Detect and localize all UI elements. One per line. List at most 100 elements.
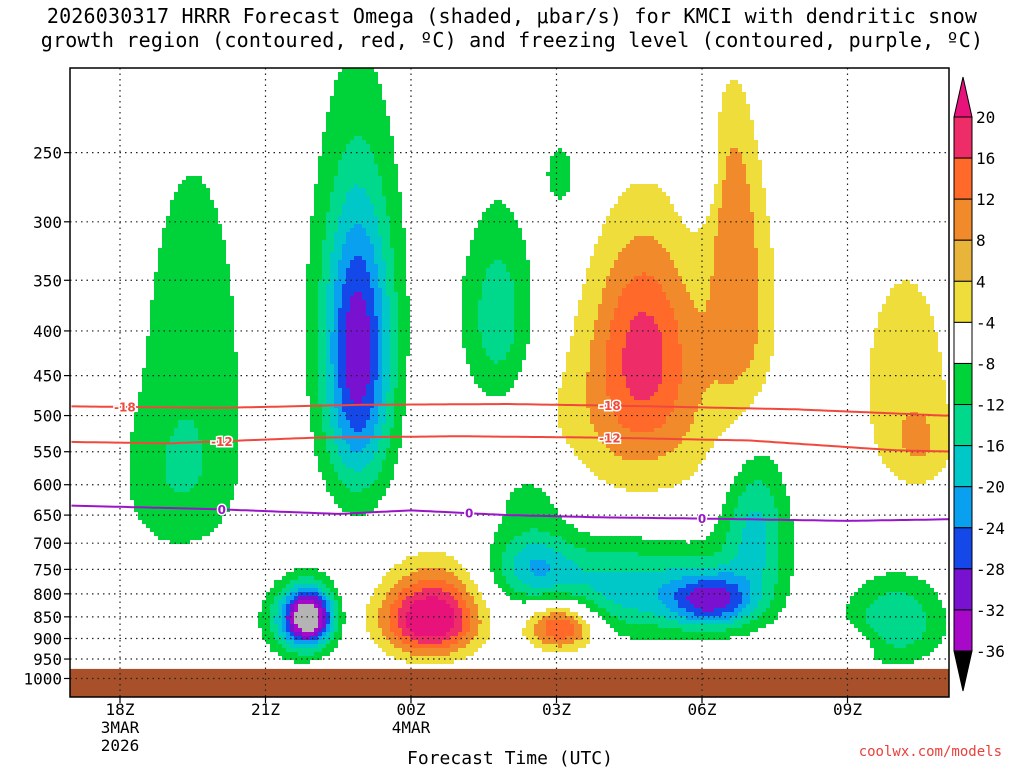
omega-cell	[222, 304, 226, 308]
omega-cell	[154, 384, 158, 388]
omega-cell	[378, 112, 382, 116]
omega-cell	[194, 460, 198, 464]
omega-cell	[322, 312, 326, 316]
omega-cell	[382, 432, 386, 436]
omega-cell	[186, 184, 190, 188]
omega-cell	[310, 308, 314, 312]
omega-cell	[386, 160, 390, 164]
omega-cell	[418, 656, 422, 660]
omega-cell	[338, 284, 342, 288]
omega-cell	[174, 336, 178, 340]
omega-cell	[298, 660, 302, 664]
omega-cell	[198, 264, 202, 268]
omega-cell	[190, 348, 194, 352]
omega-cell	[370, 364, 374, 368]
omega-cell	[194, 392, 198, 396]
omega-cell	[434, 644, 438, 648]
omega-cell	[378, 256, 382, 260]
omega-cell	[202, 208, 206, 212]
omega-cell	[394, 452, 398, 456]
omega-cell	[326, 392, 330, 396]
omega-cell	[170, 400, 174, 404]
omega-cell	[202, 380, 206, 384]
omega-cell	[166, 240, 170, 244]
omega-cell	[350, 424, 354, 428]
omega-cell	[370, 308, 374, 312]
omega-cell	[178, 340, 182, 344]
omega-cell	[194, 204, 198, 208]
omega-cell	[186, 372, 190, 376]
omega-cell	[218, 232, 222, 236]
omega-cell	[386, 420, 390, 424]
omega-cell	[334, 312, 338, 316]
omega-cell	[366, 224, 370, 228]
omega-cell	[290, 596, 294, 600]
omega-cell	[162, 268, 166, 272]
omega-cell	[170, 320, 174, 324]
omega-cell	[394, 376, 398, 380]
omega-cell	[210, 332, 214, 336]
omega-cell	[222, 344, 226, 348]
omega-cell	[202, 388, 206, 392]
omega-cell	[178, 456, 182, 460]
omega-cell	[394, 308, 398, 312]
omega-cell	[390, 304, 394, 308]
omega-cell	[374, 144, 378, 148]
omega-cell	[170, 312, 174, 316]
omega-cell	[178, 396, 182, 400]
omega-cell	[426, 620, 430, 624]
omega-cell	[390, 360, 394, 364]
omega-cell	[378, 180, 382, 184]
omega-cell	[294, 628, 298, 632]
omega-cell	[382, 196, 386, 200]
omega-cell	[382, 352, 386, 356]
omega-cell	[198, 424, 202, 428]
omega-cell	[322, 180, 326, 184]
omega-cell	[326, 120, 330, 124]
omega-cell	[202, 516, 206, 520]
omega-cell	[214, 484, 218, 488]
omega-cell	[206, 224, 210, 228]
omega-cell	[158, 324, 162, 328]
omega-cell	[342, 100, 346, 104]
omega-cell	[322, 148, 326, 152]
omega-cell	[162, 292, 166, 296]
omega-cell	[398, 312, 402, 316]
omega-cell	[294, 620, 298, 624]
omega-cell	[154, 416, 158, 420]
omega-cell	[202, 256, 206, 260]
omega-cell	[406, 648, 410, 652]
omega-cell	[310, 352, 314, 356]
omega-cell	[222, 396, 226, 400]
omega-cell	[134, 464, 138, 468]
omega-cell	[190, 316, 194, 320]
omega-cell	[438, 604, 442, 608]
omega-cell	[414, 580, 418, 584]
omega-cell	[386, 252, 390, 256]
omega-cell	[346, 392, 350, 396]
omega-cell	[318, 468, 322, 472]
omega-cell	[202, 532, 206, 536]
omega-cell	[330, 368, 334, 372]
omega-cell	[186, 540, 190, 544]
omega-cell	[326, 460, 330, 464]
omega-cell	[202, 220, 206, 224]
omega-cell	[378, 156, 382, 160]
omega-cell	[186, 432, 190, 436]
omega-cell	[218, 276, 222, 280]
omega-cell	[370, 428, 374, 432]
omega-cell	[150, 304, 154, 308]
omega-cell	[410, 632, 414, 636]
omega-cell	[314, 448, 318, 452]
omega-cell	[230, 348, 234, 352]
omega-cell	[278, 644, 282, 648]
omega-cell	[326, 640, 330, 644]
omega-cell	[166, 368, 170, 372]
omega-cell	[326, 608, 330, 612]
omega-cell	[354, 100, 358, 104]
omega-cell	[162, 276, 166, 280]
omega-cell	[342, 208, 346, 212]
omega-cell	[170, 536, 174, 540]
omega-cell	[170, 200, 174, 204]
omega-cell	[234, 372, 238, 376]
